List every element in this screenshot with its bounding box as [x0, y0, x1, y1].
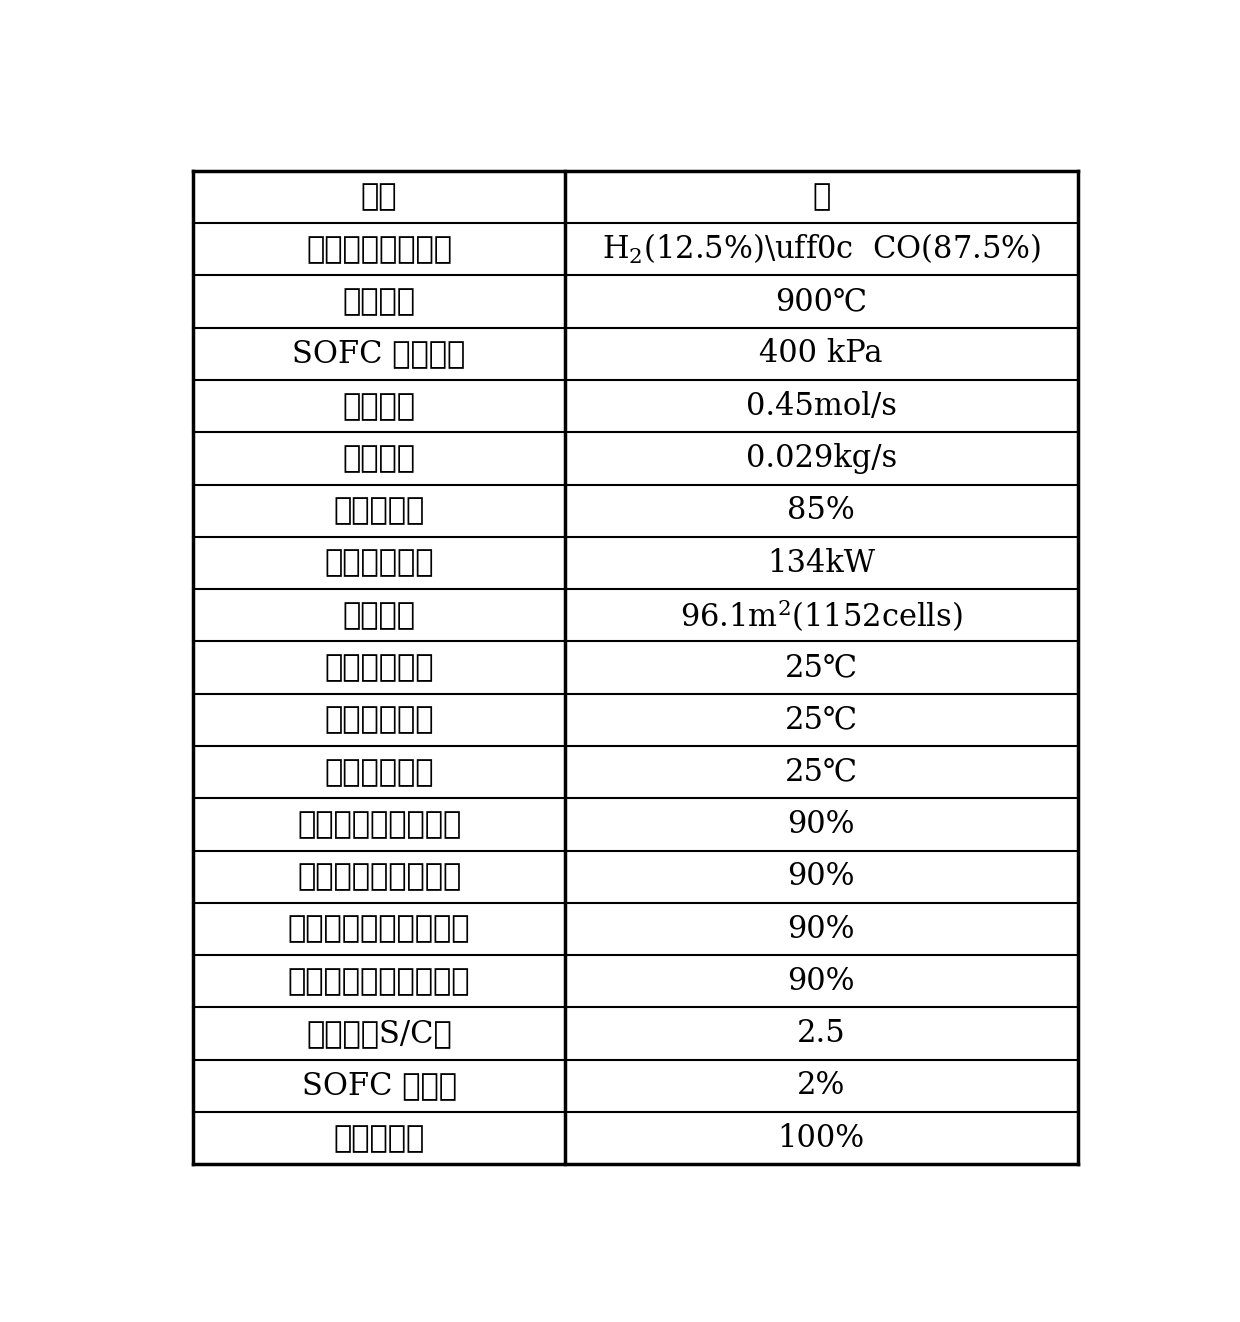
Text: 低压压气机绝热效率: 低压压气机绝热效率	[298, 809, 461, 839]
Text: 空气进口温度: 空气进口温度	[325, 756, 434, 788]
Text: SOFC 操作压力: SOFC 操作压力	[293, 338, 466, 369]
Text: 0.45mol/s: 0.45mol/s	[745, 391, 897, 422]
Text: 甲醇入口温度: 甲醇入口温度	[325, 705, 434, 735]
Text: 直流输出功率: 直流输出功率	[325, 547, 434, 579]
Text: 操作温度: 操作温度	[342, 286, 415, 317]
Text: 甲醇流量: 甲醇流量	[342, 391, 415, 422]
Text: 85%: 85%	[787, 496, 856, 526]
Text: 高压压气机绝热效率: 高压压气机绝热效率	[298, 861, 461, 892]
Text: 900℃: 900℃	[775, 286, 867, 317]
Text: 400 kPa: 400 kPa	[759, 338, 883, 369]
Text: 注水流量: 注水流量	[342, 443, 415, 475]
Text: 25℃: 25℃	[785, 756, 858, 788]
Text: 甲醇利用率: 甲醇利用率	[334, 496, 425, 526]
Text: 96.1m$\mathregular{^2}$(1152cells): 96.1m$\mathregular{^2}$(1152cells)	[680, 596, 962, 633]
Text: 项目: 项目	[361, 181, 397, 213]
Text: 25℃: 25℃	[785, 652, 858, 683]
Text: 第一燃气透平绝热效率: 第一燃气透平绝热效率	[288, 914, 470, 944]
Text: 值: 值	[812, 181, 831, 213]
Text: 第二燃气透平绝热效率: 第二燃气透平绝热效率	[288, 966, 470, 997]
Text: 0.029kg/s: 0.029kg/s	[745, 443, 897, 475]
Text: 活跃面积: 活跃面积	[342, 600, 415, 631]
Text: 100%: 100%	[777, 1122, 864, 1154]
Text: SOFC 热损失: SOFC 热损失	[301, 1071, 456, 1101]
Text: 2%: 2%	[797, 1071, 846, 1101]
Text: 25℃: 25℃	[785, 705, 858, 735]
Text: 水碳比（S/C）: 水碳比（S/C）	[306, 1018, 453, 1050]
Text: $\mathregular{H_2}$(12.5%)\uff0c  CO(87.5%): $\mathregular{H_2}$(12.5%)\uff0c CO(87.5…	[601, 233, 1040, 266]
Text: 90%: 90%	[787, 966, 854, 997]
Text: 90%: 90%	[787, 809, 854, 839]
Text: 注水入口温度: 注水入口温度	[325, 652, 434, 683]
Text: 134kW: 134kW	[768, 547, 875, 579]
Text: 2.5: 2.5	[797, 1018, 846, 1050]
Text: 90%: 90%	[787, 861, 854, 892]
Text: 90%: 90%	[787, 914, 854, 944]
Text: 后燃室效率: 后燃室效率	[334, 1122, 425, 1154]
Text: 甲醇重整气体成分: 甲醇重整气体成分	[306, 234, 453, 264]
